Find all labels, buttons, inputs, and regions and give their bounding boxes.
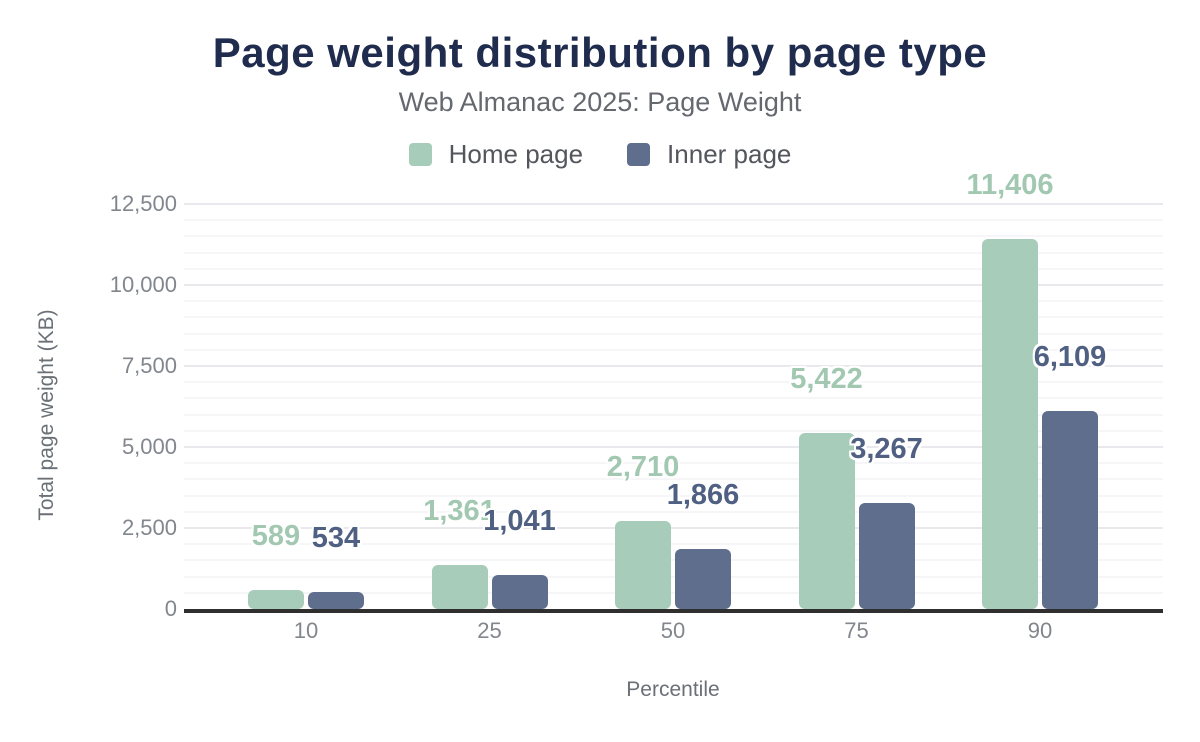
- legend-item-home-page[interactable]: Home page: [408, 139, 584, 169]
- legend-swatch-home-page-icon: [408, 142, 432, 166]
- minor-gridline: [184, 252, 1163, 254]
- minor-gridline: [184, 559, 1163, 561]
- major-gridline: [184, 284, 1163, 286]
- minor-gridline: [184, 397, 1163, 399]
- bar-home-page-p50[interactable]: [615, 521, 671, 609]
- minor-gridline: [184, 268, 1163, 270]
- minor-gridline: [184, 349, 1163, 351]
- y-tick-label: 0: [164, 596, 177, 621]
- x-axis-title: Percentile: [626, 678, 720, 701]
- y-tick-label: 12,500: [109, 191, 177, 216]
- minor-gridline: [184, 219, 1163, 221]
- value-label-inner-page-p75: 3,267: [850, 433, 923, 465]
- value-label-home-page-p50: 2,710: [606, 451, 680, 483]
- minor-gridline: [184, 478, 1163, 480]
- minor-gridline: [184, 495, 1163, 497]
- legend-label-home-page: Home page: [448, 139, 584, 169]
- bar-inner-page-p90[interactable]: [1042, 411, 1098, 609]
- x-tick-label: 75: [844, 618, 869, 643]
- minor-gridline: [184, 430, 1163, 432]
- x-tick-label: 10: [293, 618, 319, 643]
- bar-inner-page-p10[interactable]: [308, 592, 364, 609]
- x-tick-label: 25: [477, 618, 502, 643]
- y-tick-label: 7,500: [121, 353, 177, 378]
- x-axis-line: [184, 609, 1163, 613]
- minor-gridline: [184, 333, 1163, 335]
- minor-gridline: [184, 543, 1163, 545]
- y-tick-label: 2,500: [121, 515, 177, 540]
- bar-inner-page-p50[interactable]: [675, 549, 731, 609]
- minor-gridline: [184, 462, 1163, 464]
- y-axis-title: Total page weight (KB): [35, 309, 58, 521]
- minor-gridline: [184, 576, 1163, 578]
- legend-swatch-inner-page-icon: [627, 142, 651, 166]
- value-label-home-page-p25: 1,361: [423, 495, 496, 527]
- bar-home-page-p25[interactable]: [431, 565, 488, 609]
- major-gridline: [184, 203, 1163, 205]
- major-gridline: [184, 365, 1163, 367]
- bar-home-page-p10[interactable]: [248, 590, 304, 609]
- value-label-home-page-p10: 589: [251, 520, 301, 552]
- minor-gridline: [184, 511, 1163, 513]
- bar-home-page-p75[interactable]: [798, 433, 855, 609]
- bar-inner-page-p75[interactable]: [858, 503, 915, 609]
- value-label-inner-page-p90: 6,109: [1033, 341, 1107, 373]
- minor-gridline: [184, 300, 1163, 302]
- y-tick-label: 5,000: [121, 434, 177, 459]
- bar-inner-page-p25[interactable]: [491, 575, 548, 609]
- legend-label-inner-page: Inner page: [667, 139, 792, 169]
- minor-gridline: [184, 316, 1163, 318]
- minor-gridline: [184, 414, 1163, 416]
- minor-gridline: [184, 592, 1163, 594]
- legend-item-inner-page[interactable]: Inner page: [627, 141, 791, 167]
- chart-title: Page weight distribution by page type: [212, 29, 988, 76]
- x-tick-label: 50: [660, 618, 686, 643]
- value-label-inner-page-p25: 1,041: [483, 505, 556, 537]
- major-gridline: [184, 527, 1163, 529]
- minor-gridline: [184, 381, 1163, 383]
- value-label-inner-page-p50: 1,866: [666, 479, 740, 511]
- value-label-inner-page-p10: 534: [311, 522, 361, 554]
- minor-gridline: [184, 235, 1163, 237]
- x-tick-label: 90: [1027, 618, 1053, 643]
- major-gridline: [184, 446, 1163, 448]
- legend: Home page Inner page: [0, 140, 1200, 168]
- bar-home-page-p90[interactable]: [982, 239, 1038, 609]
- value-label-home-page-p90: 11,406: [966, 169, 1054, 201]
- y-tick-label: 10,000: [109, 272, 177, 297]
- chart-subtitle: Web Almanac 2025: Page Weight: [398, 87, 802, 117]
- value-label-home-page-p75: 5,422: [790, 363, 863, 395]
